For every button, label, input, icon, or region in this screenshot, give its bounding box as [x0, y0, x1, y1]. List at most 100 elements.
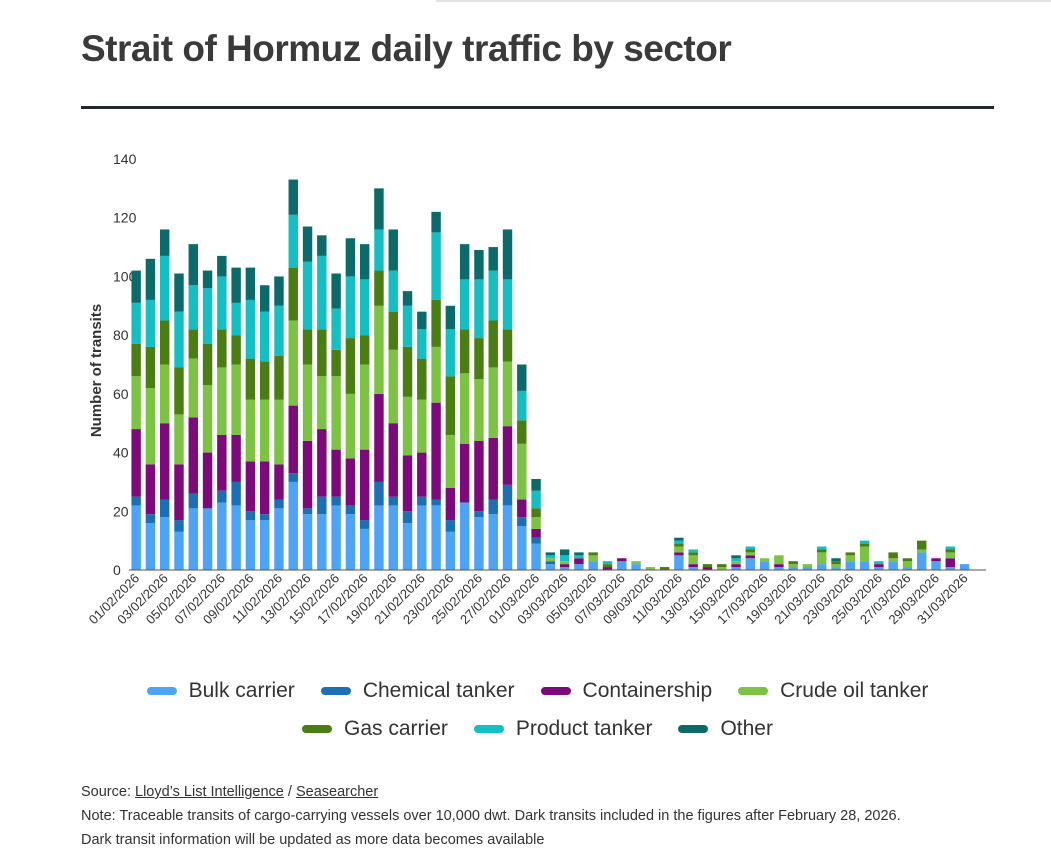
source-link-seasearcher[interactable]: Seasearcher [295, 784, 379, 800]
bar-segment [402, 305, 413, 347]
bar-segment [345, 505, 356, 515]
bar-segment [474, 338, 484, 380]
bar-segment [931, 561, 941, 570]
y-tick-label: 80 [113, 327, 129, 343]
bar-segment [302, 440, 313, 509]
bar-segment [459, 244, 470, 280]
legend-label: Product tanker [515, 717, 653, 740]
bar-segment [517, 443, 527, 500]
bar-segment [388, 311, 398, 350]
bar-segment [531, 517, 541, 529]
bar-segment [659, 567, 670, 570]
legend-label: Bulk carrier [188, 679, 295, 702]
bar-segment [274, 508, 284, 570]
bar-segment [188, 493, 198, 509]
legend-label: Chemical tanker [362, 679, 515, 702]
bar-segment [945, 549, 956, 553]
bar-segment [317, 376, 327, 430]
bar-segment [874, 561, 884, 565]
bar-segment [945, 558, 956, 568]
bar-segment [845, 555, 856, 562]
bar-segment [131, 343, 141, 377]
bar-segment [874, 564, 884, 568]
bar-segment [817, 549, 827, 553]
legend-item: Product tanker [473, 717, 653, 741]
bar-segment [331, 308, 341, 350]
source-link-lloyds[interactable]: Lloyd’s List Intelligence [135, 784, 284, 800]
legend-label: Crude oil tanker [780, 679, 929, 702]
bar-segment [417, 452, 427, 497]
bar-segment [488, 499, 498, 515]
bar-segment [917, 549, 927, 553]
legend-row: Gas carrier Product tanker Other [80, 710, 995, 748]
legend-swatch [146, 687, 177, 695]
bar-segment [217, 490, 227, 503]
bar-segment [588, 555, 598, 562]
legend-swatch [320, 687, 351, 695]
bar-segment [145, 523, 156, 570]
bar-segment [417, 399, 427, 453]
bar-segment [488, 367, 498, 438]
bar-segment [145, 464, 156, 515]
bar-segment [545, 552, 556, 556]
source-separator: / [283, 784, 296, 800]
bar-segment [317, 255, 327, 330]
bar-segment [945, 567, 956, 570]
bar-segment [302, 329, 313, 365]
bar-segment [302, 364, 313, 441]
note-line-1: Note: Traceable transits of cargo-carryi… [81, 808, 901, 824]
bar-segment [159, 255, 170, 321]
bar-segment [188, 358, 198, 418]
bar-segment [131, 496, 141, 506]
bar-segment [502, 484, 513, 506]
bar-segment [245, 520, 256, 570]
bar-segment [388, 270, 398, 312]
bar-segment [231, 434, 241, 482]
bar-segment [374, 505, 384, 570]
bar-segment [188, 329, 198, 359]
bar-segment [417, 496, 427, 506]
bar-segment [602, 561, 613, 565]
bar-segment [874, 567, 884, 570]
bar-segment [431, 346, 441, 403]
bar-segment [145, 346, 156, 388]
bar-segment [245, 399, 256, 462]
bar-segment [859, 561, 870, 570]
bar-segment [688, 549, 698, 553]
bar-segment [359, 244, 370, 280]
bar-segment [231, 481, 241, 506]
bar-segment [474, 440, 484, 512]
bar-segment [631, 561, 641, 565]
bar-segment [288, 320, 298, 406]
bar-segment [745, 552, 756, 556]
bar-segment [159, 517, 170, 570]
bar-segment [388, 505, 398, 570]
bar-segment [288, 267, 298, 321]
bar-segment [559, 567, 570, 570]
bar-segment [745, 558, 756, 570]
y-tick-label: 140 [113, 151, 137, 167]
bar-segment [488, 514, 498, 570]
bar-segment [688, 567, 698, 570]
bar-segment [245, 358, 256, 400]
bar-segment [617, 558, 627, 562]
bar-segment [574, 552, 584, 556]
bar-segment [431, 211, 441, 233]
bar-segment [531, 543, 541, 570]
bar-segment [674, 552, 684, 556]
bar-segment [845, 552, 856, 556]
bar-segment [388, 349, 398, 424]
bar-segment [202, 343, 213, 386]
bar-segment [274, 399, 284, 465]
bar-segment [231, 335, 241, 365]
bar-segment [774, 555, 784, 565]
bar-segment [188, 244, 198, 286]
bar-segment [545, 555, 556, 559]
bar-segment [474, 517, 484, 570]
legend-item: Bulk carrier [146, 679, 295, 703]
bar-segment [159, 423, 170, 500]
bar-segment [688, 552, 698, 556]
bar-segment [502, 329, 513, 362]
bar-segment [817, 546, 827, 550]
bar-segment [459, 443, 470, 503]
